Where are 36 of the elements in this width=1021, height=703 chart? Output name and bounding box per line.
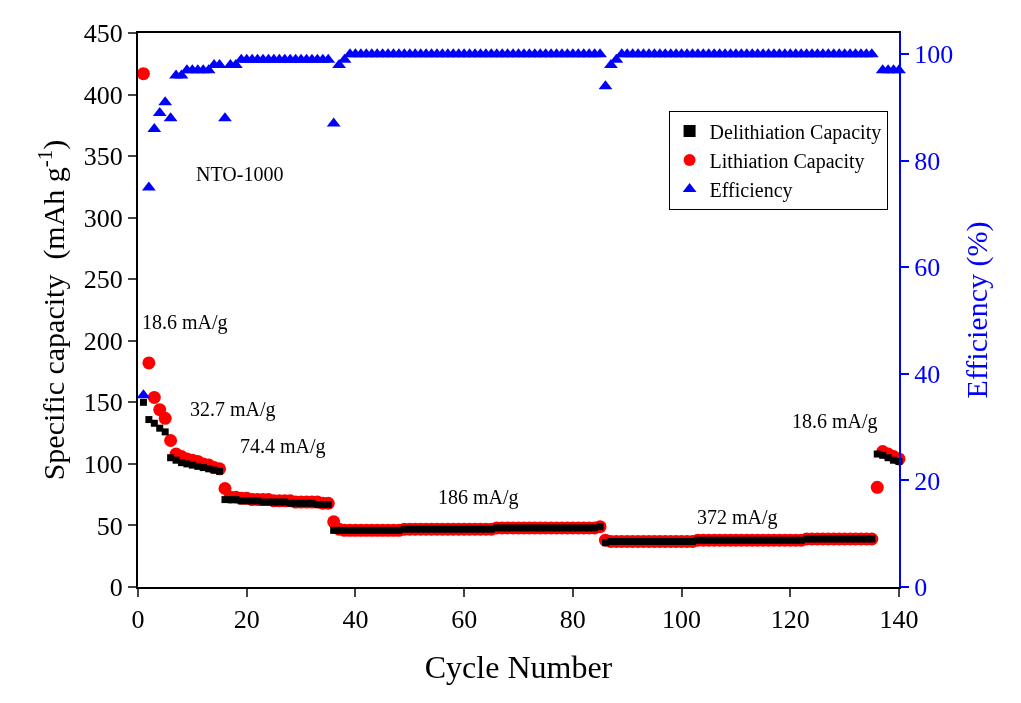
x-tick-label: 120 [770,605,810,635]
y-tick-label: 100 [83,449,123,479]
x-tick-label: 80 [559,605,586,635]
y-tick-label: 150 [83,388,123,418]
x-axis-title: Cycle Number [424,648,613,685]
x-tick-label: 40 [342,605,369,635]
annotation: NTO-1000 [196,163,284,185]
y2-tick-label: 60 [914,253,941,283]
legend-label: Delithiation Capacity [709,120,882,144]
y2-tick-label: 20 [914,466,941,496]
y-tick-label: 300 [83,203,123,233]
y2-tick-label: 0 [914,573,928,603]
y2-tick-label: 80 [914,146,941,176]
annotation: 18.6 mA/g [792,410,878,433]
x-tick-label: 20 [233,605,260,635]
annotation: 18.6 mA/g [142,311,228,334]
y2-tick-label: 100 [914,40,954,70]
y-tick-label: 400 [83,80,123,110]
y-tick-label: 200 [83,326,123,356]
y-tick-label: 50 [96,511,123,541]
annotation: 186 mA/g [438,486,519,509]
y-tick-label: 250 [83,265,123,295]
legend-label: Lithiation Capacity [709,149,865,173]
annotation: 32.7 mA/g [190,398,276,421]
y2-axis-title: Efficiency (%) [960,221,995,399]
annotation: 74.4 mA/g [240,435,326,458]
y-tick-label: 0 [109,573,123,603]
y2-tick-label: 40 [914,360,941,390]
legend-label: Efficiency [709,178,793,202]
y-tick-label: 350 [83,142,123,172]
x-tick-label: 100 [662,605,702,635]
x-tick-label: 60 [451,605,478,635]
x-tick-label: 0 [131,605,145,635]
x-tick-label: 140 [879,605,919,635]
y-tick-label: 450 [83,19,123,49]
annotation: 372 mA/g [697,506,778,529]
